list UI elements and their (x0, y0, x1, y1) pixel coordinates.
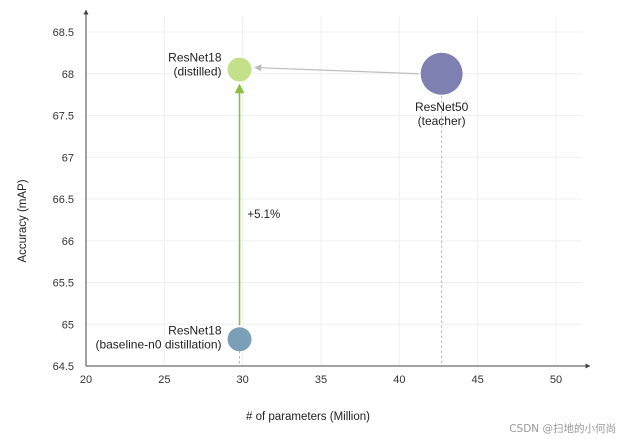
label-resnet18-distilled-line-1: ResNet18 (168, 51, 222, 65)
x-tick-20: 20 (80, 374, 92, 386)
y-tick-labels: 64.5 65 65.5 66 66.5 67 67.5 68 68.5 (53, 27, 74, 373)
label-resnet18-baseline: ResNet18 (baseline-n0 distillation) (95, 323, 221, 351)
guide-lines (239, 95, 443, 366)
point-resnet18-distilled (227, 57, 252, 82)
arrows (234, 64, 419, 326)
label-resnet18-distilled: ResNet18 (distilled) (168, 51, 222, 79)
label-resnet50-teacher: ResNet50 (teacher) (415, 100, 469, 128)
watermark-text: CSDN @扫地的小何尚 (509, 422, 616, 435)
label-resnet50-teacher-line-1: ResNet50 (415, 100, 469, 114)
x-tick-35: 35 (315, 374, 327, 386)
label-resnet18-baseline-line-1: ResNet18 (168, 323, 222, 337)
point-resnet18-baseline (227, 327, 252, 352)
distillation-arrow (254, 64, 419, 75)
data-points (227, 52, 463, 352)
point-resnet50-teacher (420, 52, 463, 95)
y-tick-67: 67 (62, 152, 74, 164)
y-tick-68: 68 (62, 69, 74, 81)
axes (83, 9, 591, 369)
y-tick-64_5: 64.5 (53, 361, 74, 373)
label-resnet18-distilled-line-2: (distilled) (174, 65, 222, 79)
x-tick-25: 25 (158, 374, 170, 386)
x-tick-40: 40 (393, 374, 405, 386)
x-tick-30: 30 (237, 374, 249, 386)
label-resnet18-baseline-line-2: (baseline-n0 distillation) (95, 337, 221, 351)
x-axis-title: # of parameters (Million) (246, 411, 370, 423)
x-tick-labels: 20 25 30 35 40 45 50 (80, 374, 562, 386)
y-axis-title: Accuracy (mAP) (17, 179, 29, 262)
y-tick-66_5: 66.5 (53, 194, 74, 206)
y-tick-68_5: 68.5 (53, 27, 74, 39)
x-tick-50: 50 (550, 374, 562, 386)
x-tick-45: 45 (472, 374, 484, 386)
y-tick-65: 65 (62, 319, 74, 331)
label-resnet50-teacher-line-2: (teacher) (418, 114, 466, 128)
point-labels: ResNet18 (distilled)ResNet50 (teacher)ResN… (95, 51, 468, 352)
y-tick-66: 66 (62, 236, 74, 248)
grid-lines (86, 16, 582, 366)
y-tick-67_5: 67.5 (53, 111, 74, 123)
gain-annotation: +5.1% (247, 209, 280, 221)
y-tick-65_5: 65.5 (53, 278, 74, 290)
